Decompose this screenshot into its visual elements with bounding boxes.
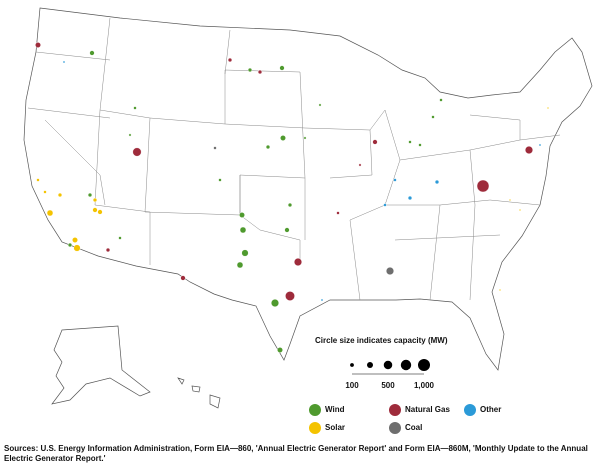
plant-bubble (43, 190, 47, 194)
plant-bubble (434, 179, 440, 185)
plant-bubble (431, 115, 435, 119)
plant-bubble (89, 50, 95, 56)
plant-bubble (236, 261, 244, 269)
plant-bubble (92, 207, 98, 213)
plant-bubble (73, 244, 81, 252)
plant-bubble (280, 135, 286, 141)
plant-bubble (118, 236, 122, 240)
plant-bubble (247, 67, 253, 73)
plant-bubble (518, 208, 522, 212)
plant-bubble (213, 146, 217, 150)
plant-bubble (336, 211, 340, 215)
plant-bubble (35, 42, 41, 48)
plant-bubble (97, 209, 103, 215)
legend-label: Wind (325, 405, 345, 414)
plant-bubble (279, 65, 285, 71)
plant-bubble (476, 179, 490, 193)
plant-bubble (318, 103, 322, 107)
plant-bubble (508, 198, 512, 202)
plant-bubble (239, 226, 247, 234)
plants (35, 42, 550, 353)
plant-bubble (383, 203, 387, 207)
size-legend-circle (417, 358, 431, 372)
size-legend: 100 500 1,000 (345, 358, 435, 390)
plant-bubble (418, 143, 422, 147)
plant-bubble (105, 247, 111, 253)
plant-bubble (218, 178, 222, 182)
plant-bubble (241, 249, 249, 257)
plant-bubble (133, 106, 137, 110)
plant-bubble (407, 195, 413, 201)
plant-bubble (498, 288, 502, 292)
legend-label: Coal (405, 423, 422, 432)
plant-bubble (67, 242, 73, 248)
plant-bubble (265, 144, 271, 150)
plant-bubble (439, 98, 443, 102)
size-legend-circle (383, 360, 393, 370)
plant-bubble (277, 347, 283, 353)
plant-bubble (320, 298, 324, 302)
alaska (51, 325, 151, 405)
size-legend-title: Circle size indicates capacity (MW) (315, 336, 448, 345)
plant-bubble (294, 258, 303, 267)
size-legend-label: 1,000 (414, 381, 435, 390)
plant-bubble (287, 202, 293, 208)
plant-bubble (372, 139, 378, 145)
legend-label: Natural Gas (405, 405, 450, 414)
legend-label: Solar (325, 423, 345, 432)
sources: Sources: U.S. Energy Information Adminis… (4, 444, 588, 463)
plant-bubble (358, 163, 362, 167)
plant-bubble (72, 237, 78, 243)
plant-bubble (239, 212, 245, 218)
plant-bubble (408, 140, 412, 144)
plant-bubble (538, 143, 542, 147)
plant-bubble (92, 197, 98, 203)
plant-bubble (393, 178, 397, 182)
plant-bubble (525, 145, 534, 154)
plant-bubble (285, 291, 295, 301)
hawaii (177, 377, 221, 409)
size-legend-circle (350, 363, 354, 367)
size-legend-label: 100 (345, 381, 359, 390)
plant-bubble (128, 133, 132, 137)
plant-bubble (132, 147, 142, 157)
plant-bubble (36, 178, 40, 182)
plant-bubble (46, 209, 54, 217)
map: Circle size indicates capacity (MW) 100 5… (23, 7, 593, 434)
size-legend-circle (366, 361, 374, 369)
us-lower-48 (23, 7, 593, 371)
plant-bubble (271, 299, 280, 308)
legend-swatch (389, 422, 401, 434)
size-legend-label: 500 (381, 381, 395, 390)
plant-bubble (386, 267, 395, 276)
legend-swatch (389, 404, 401, 416)
plant-bubble (303, 136, 307, 140)
plant-bubble (257, 69, 263, 75)
legend-swatch (309, 422, 321, 434)
legend-swatch (464, 404, 476, 416)
plant-bubble (180, 275, 186, 281)
plant-bubble (284, 227, 290, 233)
plant-bubble (546, 106, 550, 110)
legend: Wind Natural Gas Other Solar Coal (309, 404, 501, 434)
plant-bubble (62, 60, 66, 64)
legend-swatch (309, 404, 321, 416)
plant-bubble (227, 57, 233, 63)
legend-label: Other (480, 405, 501, 414)
map-outline (23, 7, 593, 409)
plant-bubble (87, 192, 93, 198)
state-lines (27, 17, 561, 301)
size-legend-circle (400, 359, 412, 371)
plant-bubble (57, 192, 63, 198)
